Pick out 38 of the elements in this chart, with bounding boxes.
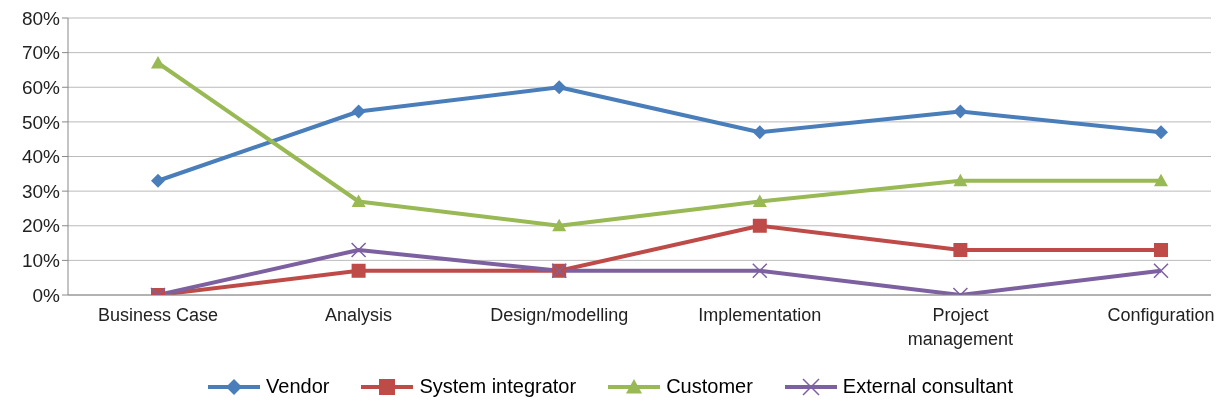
legend-label: External consultant [842, 375, 1013, 398]
y-tick-label: 60% [21, 77, 61, 98]
x-tick-label: Implementation [698, 305, 822, 325]
point [752, 263, 768, 279]
point [752, 125, 767, 140]
y-tick-label: 70% [21, 42, 61, 64]
legend-label: Vendor [266, 375, 330, 398]
y-tick-label: 40% [21, 146, 61, 168]
point [752, 194, 767, 208]
point [953, 173, 968, 187]
y-tick-label: 20% [21, 215, 61, 237]
point [1153, 263, 1169, 279]
point [752, 218, 767, 233]
point [953, 242, 968, 257]
y-tick-label: 0% [32, 284, 61, 306]
legend-label: System integrator [419, 375, 577, 398]
point [1154, 242, 1168, 257]
point [151, 173, 165, 188]
y-tick-label: 10% [21, 250, 61, 272]
point [953, 104, 968, 119]
x-tick-label: Business Case [97, 305, 219, 325]
y-tick-label: 80% [21, 7, 61, 29]
point [351, 194, 366, 208]
point [151, 56, 165, 69]
x-tick-label: Analysis [325, 305, 393, 325]
point [351, 104, 366, 119]
y-tick-label: 50% [21, 111, 61, 133]
point [552, 218, 567, 232]
x-tick-label: Design/modelling [490, 305, 629, 325]
y-tick-label: 30% [21, 180, 61, 202]
point [1154, 125, 1168, 140]
point [351, 263, 366, 278]
x-tick-label: Configuration [1107, 305, 1215, 325]
x-tick-label: Project management [907, 305, 1013, 349]
point [350, 242, 367, 258]
legend-label: Customer [666, 375, 753, 398]
point [552, 80, 567, 95]
point [1154, 173, 1168, 187]
